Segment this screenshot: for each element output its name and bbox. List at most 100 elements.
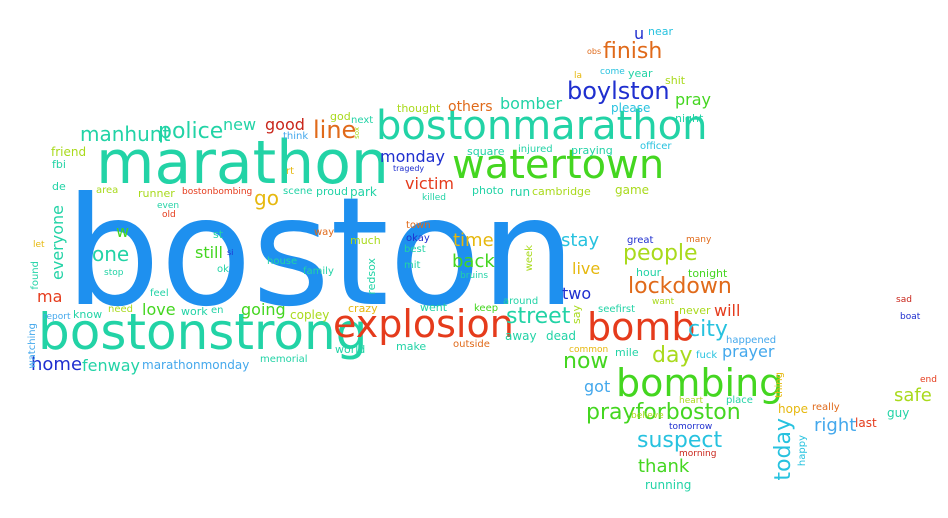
word-bruins: bruins: [460, 271, 489, 281]
word-sox: sox: [353, 127, 361, 139]
word-two: two: [562, 284, 592, 303]
word-marathonmonday: marathonmonday: [142, 358, 250, 372]
word-mit: mit: [404, 260, 421, 271]
word-love: love: [142, 300, 176, 319]
word-stay: stay: [561, 230, 600, 251]
word-guy: guy: [887, 406, 910, 420]
word-god: god: [330, 110, 351, 123]
word-now: now: [563, 349, 609, 374]
word-okay: okay: [406, 233, 430, 244]
word-week: week: [524, 245, 535, 272]
word-injured: injured: [518, 144, 553, 155]
word-year: year: [628, 67, 653, 80]
word-feel: feel: [150, 288, 169, 299]
word-want: want: [652, 297, 675, 307]
word-work: work: [181, 305, 208, 318]
word-make: make: [396, 340, 427, 353]
word-hope: hope: [778, 402, 808, 416]
word-think: think: [283, 131, 309, 142]
word-common: common: [569, 345, 609, 355]
word-time: time: [453, 230, 494, 251]
word-crazy: crazy: [348, 302, 378, 315]
word-believe: believe: [631, 411, 664, 421]
word-u: u: [634, 24, 645, 43]
word-street: street: [506, 304, 571, 329]
word-much: much: [350, 234, 381, 247]
word-today: today: [771, 418, 796, 481]
word-mile: mile: [615, 346, 639, 359]
word-thank: thank: [638, 456, 690, 477]
word-bostonmarathon: bostonmarathon: [376, 103, 708, 149]
word-explosion: explosion: [333, 302, 514, 346]
word-area: area: [96, 185, 119, 196]
word-family: family: [303, 266, 334, 277]
word-even: even: [157, 201, 180, 211]
word-de: de: [52, 180, 66, 193]
word-next: next: [351, 115, 374, 126]
word-place: place: [726, 395, 753, 406]
word-going: going: [241, 300, 286, 319]
word-found: found: [30, 261, 41, 290]
word-police: police: [158, 119, 224, 144]
word-know: know: [73, 308, 103, 321]
word-ma: ma: [37, 287, 63, 306]
word-monday: monday: [380, 147, 445, 166]
word-redsox: redsox: [365, 258, 378, 295]
word-day: day: [652, 343, 693, 368]
word-around: around: [503, 296, 539, 307]
word-marathon: marathon: [96, 128, 389, 198]
word-park: park: [350, 185, 377, 199]
word-scene: scene: [283, 186, 313, 197]
word-line: line: [313, 116, 357, 144]
word-st: st: [213, 228, 224, 241]
word-copley: copley: [290, 308, 330, 322]
word-boat: boat: [900, 312, 921, 322]
word-fuck: fuck: [696, 350, 718, 361]
word-bostonbombing: bostonbombing: [182, 187, 253, 197]
word-heart: heart: [679, 396, 703, 406]
word-finish: finish: [603, 39, 663, 64]
word-safe: safe: [894, 385, 932, 406]
word-will: will: [714, 301, 741, 320]
word-go: go: [254, 186, 279, 210]
word-bomber: bomber: [500, 94, 563, 113]
word-others: others: [448, 99, 493, 115]
word-runner: runner: [138, 187, 175, 200]
word-end: end: [920, 375, 937, 385]
word-near: near: [648, 25, 674, 38]
word-tragedy: tragedy: [393, 164, 425, 173]
word-home: home: [31, 354, 83, 375]
word-morning: morning: [679, 449, 717, 459]
word-watertown: watertown: [452, 142, 665, 188]
word-bomb: bomb: [587, 305, 696, 349]
word-way: way: [314, 227, 335, 238]
word-great: great: [627, 235, 654, 246]
word-happy: happy: [797, 435, 808, 467]
word-cambridge: cambridge: [532, 185, 591, 198]
word-night: night: [675, 112, 704, 125]
word-let: let: [33, 240, 45, 250]
word-need: need: [108, 304, 133, 315]
word-victim: victim: [405, 174, 455, 193]
word-killed: killed: [422, 193, 446, 203]
word-people: people: [623, 241, 698, 266]
word-tomorrow: tomorrow: [669, 422, 713, 432]
word-game: game: [615, 183, 650, 197]
word-outside: outside: [453, 339, 490, 350]
word-live: live: [572, 259, 601, 278]
word-seefirst: seefirst: [598, 304, 636, 315]
word-went: went: [420, 301, 448, 314]
word-bombing: bombing: [616, 361, 784, 405]
word-many: many: [686, 235, 712, 245]
word-good: good: [265, 115, 305, 134]
word-suspect: suspect: [637, 428, 723, 453]
word-bostonstrong: bostonstrong: [38, 303, 368, 361]
word-dead: dead: [546, 329, 576, 343]
word-thing: thing: [774, 372, 785, 398]
word-memorial: memorial: [260, 354, 308, 365]
word-stop: stop: [104, 268, 124, 278]
word-town: town: [406, 220, 431, 231]
word-really: really: [812, 402, 840, 413]
word-lockdown: lockdown: [628, 274, 732, 299]
word-new: new: [223, 115, 257, 134]
